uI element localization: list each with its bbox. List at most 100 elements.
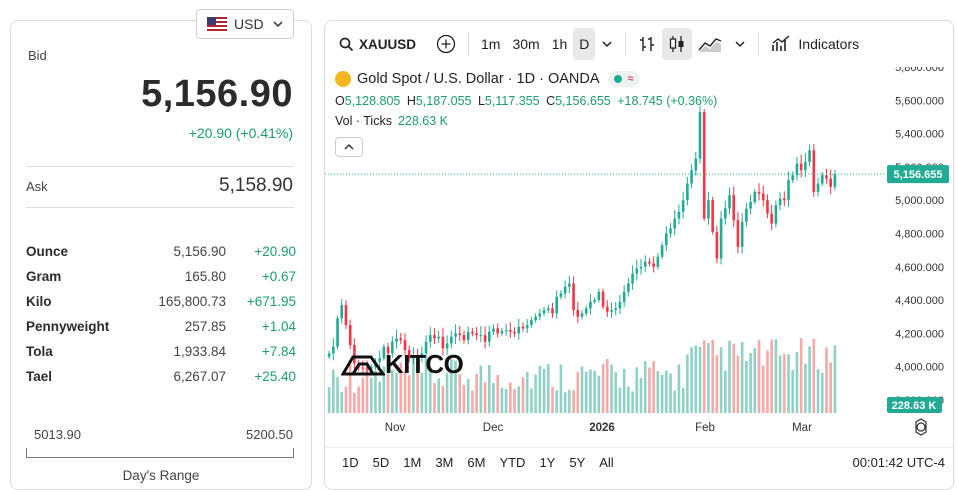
volume-bar xyxy=(601,364,605,413)
chevron-up-icon xyxy=(344,143,354,150)
interval-1h[interactable]: 1h xyxy=(551,36,568,52)
candle xyxy=(471,331,474,334)
volume-bar xyxy=(391,369,394,413)
range-1y[interactable]: 1Y xyxy=(539,455,556,470)
volume-bar xyxy=(471,390,474,413)
candle xyxy=(694,158,698,171)
y-tick-label: 5,600.000 xyxy=(895,95,944,107)
candle xyxy=(736,220,740,247)
volume-bar xyxy=(618,387,622,413)
range-all[interactable]: All xyxy=(599,455,614,470)
volume-bar xyxy=(340,392,344,413)
candles-style-button[interactable] xyxy=(662,28,693,60)
candle xyxy=(395,338,398,342)
volume-bar xyxy=(530,388,533,413)
volume-bar xyxy=(407,375,411,413)
volume-bar xyxy=(428,367,432,413)
price-chart[interactable]: 5,800.0005,600.0005,400.0005,200.0005,00… xyxy=(325,67,954,447)
collapse-legend-button[interactable] xyxy=(335,137,363,157)
volume-bar xyxy=(504,388,508,413)
candle xyxy=(749,201,752,209)
volume-bar xyxy=(829,362,832,413)
chart-legend-title: Gold Spot / U.S. Dollar · 1D · OANDA ≈ xyxy=(335,71,640,87)
symbol-search[interactable]: XAUUSD xyxy=(333,28,422,60)
unit-row-tael: Tael 6,267.07 +25.40 xyxy=(26,364,296,389)
volume-bar xyxy=(795,352,799,413)
last-price-label: 5,156.655 xyxy=(894,169,943,181)
x-tick-label: Dec xyxy=(483,422,504,434)
candle xyxy=(702,111,706,219)
compare-symbol-button[interactable] xyxy=(430,28,462,60)
y-tick-label: 5,800.000 xyxy=(895,67,944,74)
candle xyxy=(584,308,588,314)
wave-icon: ≈ xyxy=(627,73,634,85)
indicators-label: Indicators xyxy=(798,36,860,52)
bar-style-button[interactable] xyxy=(632,28,662,60)
volume-bar xyxy=(753,347,757,413)
candle xyxy=(673,218,677,229)
interval-dropdown[interactable] xyxy=(595,28,619,60)
volume-bar xyxy=(517,386,521,413)
range-1m[interactable]: 1M xyxy=(403,455,422,470)
volume-bar xyxy=(568,389,571,413)
kitco-logo-icon xyxy=(341,355,385,375)
unit-row-ounce: Ounce 5,156.90 +20.90 xyxy=(26,239,296,264)
volume-bar xyxy=(719,347,723,413)
indicators-button[interactable]: Indicators xyxy=(765,28,865,60)
range-6m[interactable]: 6M xyxy=(467,455,486,470)
volume-bar xyxy=(690,347,693,413)
candle xyxy=(580,313,584,317)
range-bar: 1D 5D 1M 3M 6M YTD 1Y 5Y All 00:01:42 UT… xyxy=(325,447,953,477)
volume-bar xyxy=(639,377,643,413)
candle xyxy=(723,208,727,219)
currency-select[interactable]: USD xyxy=(196,9,294,39)
volume-bar xyxy=(395,372,398,413)
candle xyxy=(652,263,655,267)
candle xyxy=(509,330,512,332)
range-5y[interactable]: 5Y xyxy=(569,455,586,470)
candle xyxy=(407,350,411,359)
live-dot-icon xyxy=(613,75,622,83)
unit-row-tola: Tola 1,933.84 +7.84 xyxy=(26,339,296,364)
candle xyxy=(521,326,525,329)
candle xyxy=(572,283,575,311)
range-1d[interactable]: 1D xyxy=(342,455,359,470)
candle xyxy=(551,308,554,314)
candle xyxy=(530,320,533,326)
range-ytd[interactable]: YTD xyxy=(499,455,526,470)
candle xyxy=(441,336,445,349)
candle xyxy=(732,195,736,221)
kitco-text: KITCO xyxy=(385,349,464,379)
volume-bar xyxy=(563,392,567,413)
y-tick-label: 4,200.000 xyxy=(895,328,944,340)
candle xyxy=(420,353,424,357)
candle xyxy=(715,231,719,259)
volume-bar xyxy=(424,358,428,413)
market-status-pill[interactable]: ≈ xyxy=(607,71,640,87)
volume-bar xyxy=(572,390,575,413)
interval-d[interactable]: D xyxy=(573,28,596,60)
quote-panel: Bid 5,156.90 +20.90 (+0.41%) Ask 5,158.9… xyxy=(10,20,312,490)
volume-bar xyxy=(348,364,352,413)
chart-type-dropdown[interactable] xyxy=(728,28,752,60)
candle xyxy=(812,150,816,192)
candle xyxy=(466,331,470,341)
volume-bar xyxy=(757,339,761,413)
candle xyxy=(538,313,542,317)
unit-price-table: Ounce 5,156.90 +20.90 Gram 165.80 +0.67 … xyxy=(26,239,296,389)
area-style-button[interactable] xyxy=(692,28,728,60)
volume-bar xyxy=(761,365,765,413)
interval-30m[interactable]: 30m xyxy=(512,36,540,52)
y-tick-label: 4,600.000 xyxy=(895,262,944,274)
volume-bar xyxy=(513,388,516,413)
volume-bar xyxy=(369,377,373,413)
volume-bar xyxy=(597,375,601,413)
volume-bar xyxy=(332,369,335,413)
interval-1m[interactable]: 1m xyxy=(481,36,501,52)
volume-bar xyxy=(648,367,651,413)
volume-bar xyxy=(787,354,790,413)
range-5d[interactable]: 5D xyxy=(372,455,390,470)
volume-bar xyxy=(749,352,752,413)
range-3m[interactable]: 3M xyxy=(435,455,454,470)
candle xyxy=(593,300,596,302)
